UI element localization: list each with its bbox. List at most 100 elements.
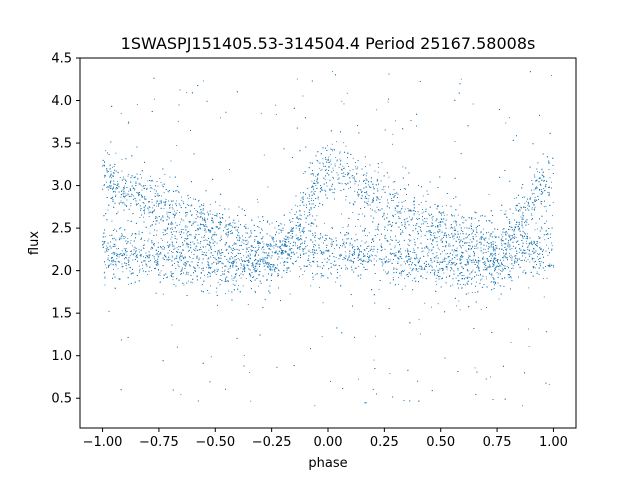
scatter-point — [180, 252, 182, 254]
scatter-point — [459, 204, 461, 206]
scatter-point — [526, 240, 528, 242]
scatter-point — [105, 175, 107, 177]
chart-title: 1SWASPJ151405.53-314504.4 Period 25167.5… — [121, 34, 536, 53]
scatter-point — [111, 220, 113, 222]
scatter-point — [469, 239, 471, 241]
scatter-point — [548, 247, 549, 249]
scatter-point — [536, 256, 538, 258]
scatter-point — [484, 248, 486, 250]
scatter-point — [206, 274, 208, 275]
scatter-point — [443, 272, 445, 274]
scatter-point — [110, 186, 112, 188]
scatter-point — [191, 251, 192, 253]
scatter-point — [284, 224, 286, 226]
scatter-point — [443, 214, 445, 216]
scatter-point — [203, 203, 205, 205]
scatter-point — [361, 240, 363, 242]
scatter-point — [249, 273, 251, 275]
scatter-point — [262, 259, 263, 261]
scatter-point — [539, 257, 541, 259]
scatter-point — [281, 250, 282, 252]
scatter-point — [120, 200, 122, 202]
scatter-point — [526, 233, 528, 235]
scatter-point — [264, 265, 266, 267]
scatter-point — [426, 246, 427, 248]
scatter-point — [259, 271, 261, 273]
scatter-point — [171, 324, 173, 326]
scatter-point — [196, 256, 198, 258]
scatter-point — [331, 188, 333, 190]
scatter-point — [207, 211, 208, 213]
scatter-point — [369, 204, 371, 206]
scatter-point — [198, 257, 200, 259]
scatter-point — [322, 302, 324, 304]
scatter-point — [471, 245, 473, 247]
scatter-point — [275, 114, 277, 115]
scatter-point — [194, 208, 195, 210]
scatter-point — [509, 255, 510, 257]
scatter-point — [130, 235, 132, 236]
scatter-point — [446, 264, 448, 265]
scatter-point — [551, 75, 553, 76]
scatter-point — [426, 226, 428, 228]
scatter-point — [328, 250, 330, 252]
scatter-point — [347, 226, 349, 227]
scatter-point — [186, 272, 188, 274]
scatter-point — [221, 249, 222, 251]
scatter-point — [438, 270, 440, 272]
scatter-point — [330, 148, 332, 150]
scatter-point — [397, 261, 399, 263]
scatter-point — [259, 274, 260, 276]
scatter-point — [431, 250, 432, 252]
scatter-point — [291, 208, 293, 210]
scatter-point — [438, 226, 440, 228]
scatter-point — [258, 226, 260, 228]
scatter-point — [423, 221, 425, 223]
scatter-point — [511, 238, 513, 240]
scatter-point — [542, 191, 544, 193]
scatter-point — [371, 255, 373, 257]
scatter-point — [430, 264, 432, 266]
scatter-point — [530, 253, 532, 255]
scatter-point — [289, 245, 291, 247]
scatter-point — [198, 199, 200, 201]
scatter-point — [345, 242, 347, 244]
scatter-point — [395, 252, 397, 254]
scatter-point — [114, 252, 116, 254]
scatter-point — [329, 154, 331, 156]
scatter-point — [105, 150, 106, 152]
scatter-point — [438, 228, 440, 230]
scatter-point — [453, 249, 455, 251]
scatter-point — [403, 200, 405, 202]
scatter-point — [247, 254, 249, 256]
scatter-point — [181, 200, 183, 201]
scatter-point — [238, 285, 239, 287]
scatter-point — [414, 200, 416, 202]
scatter-point — [235, 229, 237, 231]
scatter-point — [449, 275, 451, 276]
scatter-point — [115, 261, 117, 263]
scatter-point — [495, 266, 497, 268]
scatter-point — [502, 265, 504, 266]
scatter-point — [500, 210, 502, 211]
scatter-point — [384, 237, 385, 239]
scatter-point — [313, 186, 315, 188]
scatter-point — [448, 245, 450, 247]
scatter-point — [147, 180, 149, 182]
scatter-point — [257, 263, 259, 265]
scatter-point — [430, 260, 432, 262]
scatter-point — [228, 223, 230, 225]
scatter-point — [501, 267, 503, 269]
scatter-point — [544, 270, 546, 271]
scatter-point — [408, 238, 410, 240]
scatter-point — [422, 277, 424, 279]
scatter-point — [159, 275, 161, 276]
scatter-point — [426, 218, 428, 220]
scatter-point — [424, 302, 426, 304]
scatter-point — [172, 213, 174, 215]
scatter-point — [511, 248, 513, 249]
scatter-point — [289, 293, 291, 295]
scatter-point — [451, 262, 453, 264]
scatter-point — [197, 212, 199, 214]
scatter-point — [206, 266, 208, 268]
